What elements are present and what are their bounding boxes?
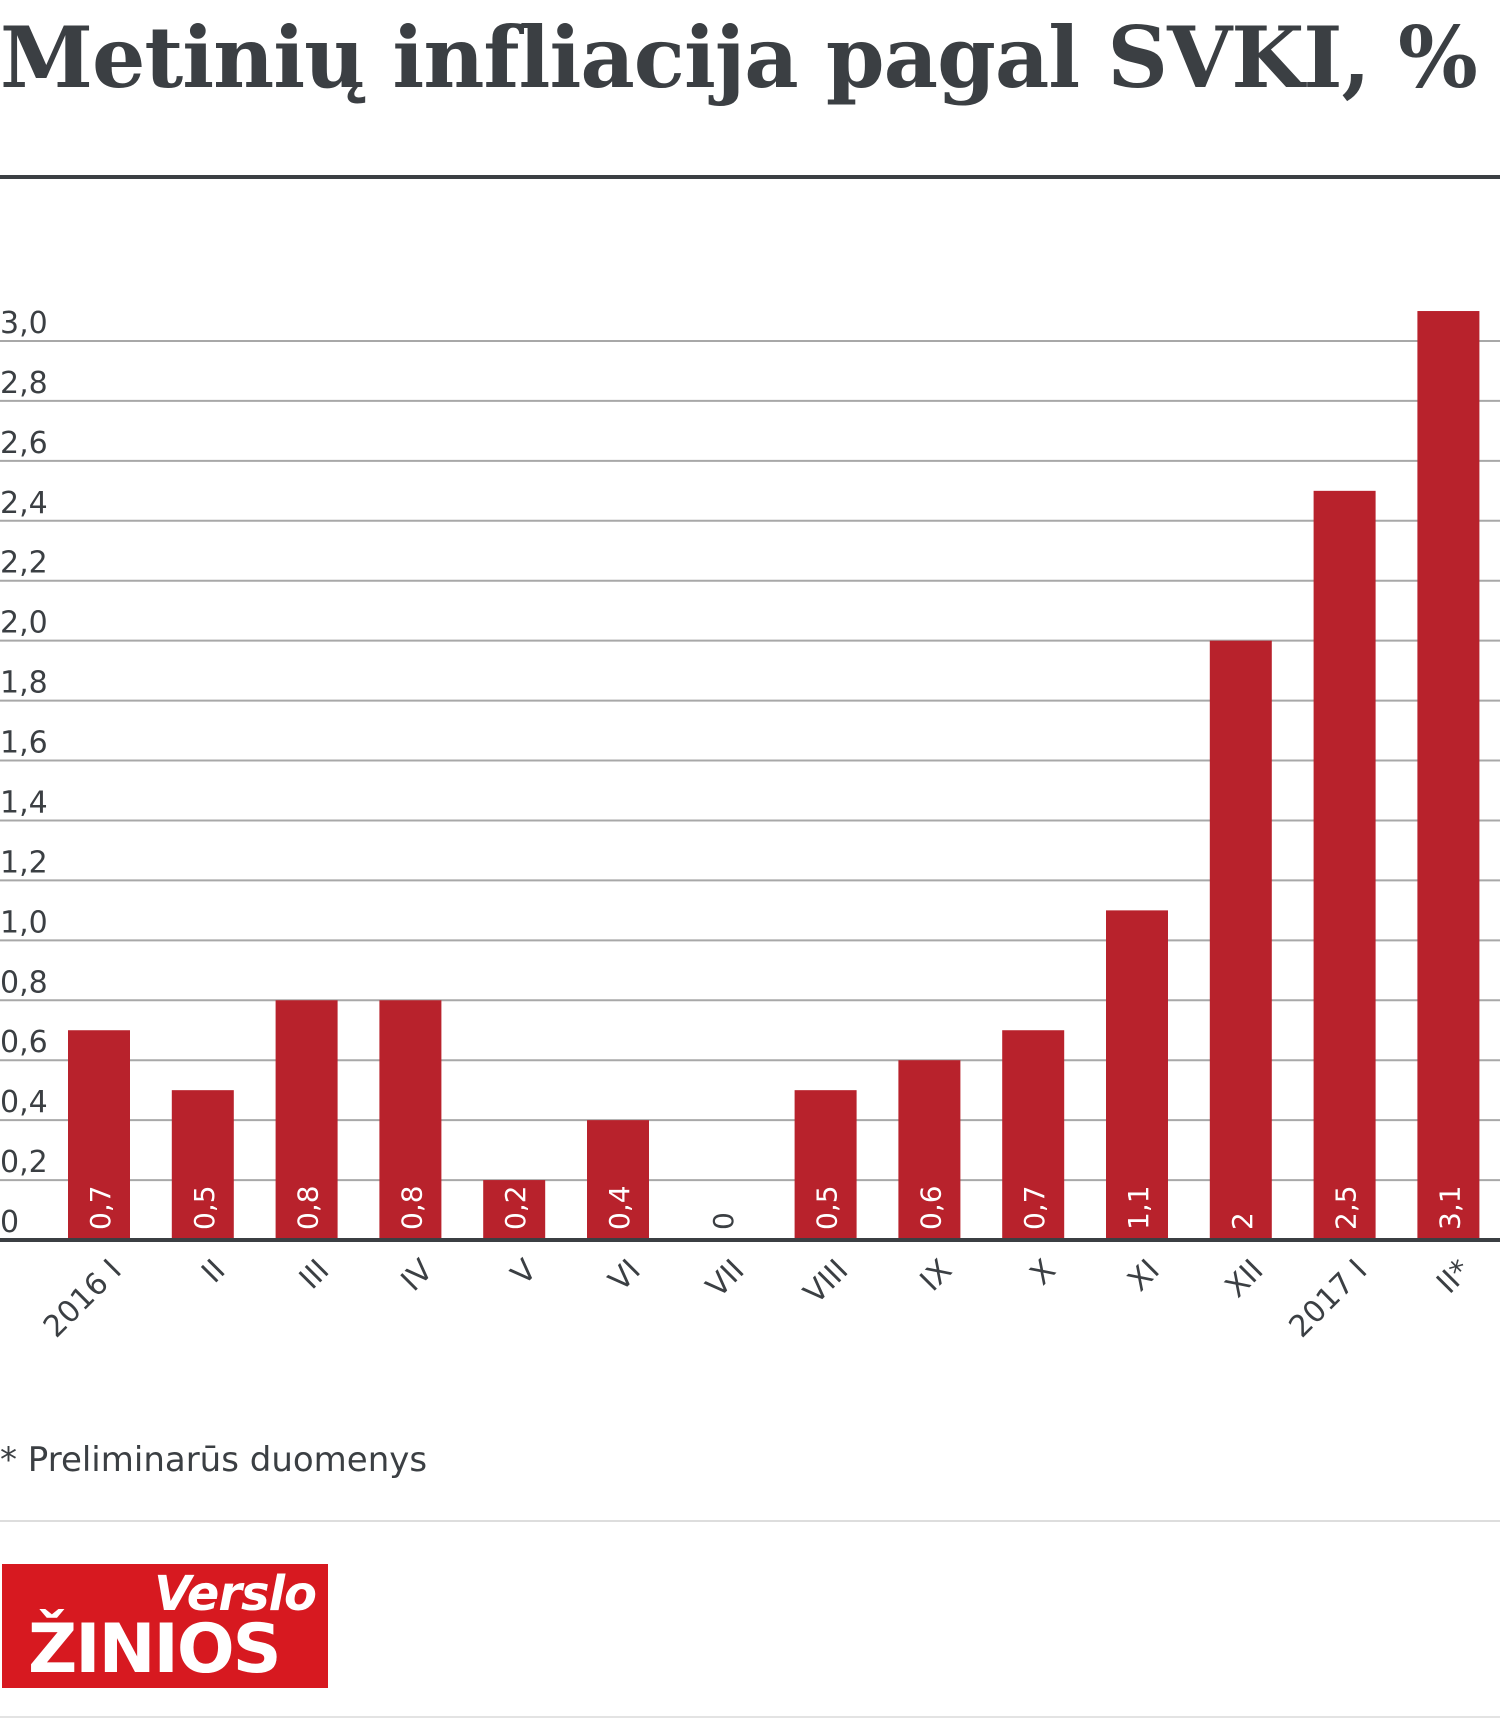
bar [1209, 640, 1272, 1240]
x-tick-label: III [293, 1253, 337, 1297]
bar [483, 1180, 546, 1240]
bar [898, 1060, 961, 1240]
bar-value-label: 0,7 [84, 1185, 117, 1230]
y-tick-label: 3,0 [0, 306, 48, 341]
bar [1106, 910, 1168, 1240]
bar-value-label: 0 [707, 1212, 740, 1230]
y-tick-label: 1,6 [0, 726, 48, 761]
x-tick-label: II* [1430, 1253, 1478, 1301]
title-divider [0, 175, 1500, 179]
x-tick-label: V [505, 1253, 545, 1293]
bar-value-label: 0,5 [188, 1185, 221, 1230]
bar-value-label: 0,2 [499, 1185, 532, 1230]
bar-value-label: 0,8 [395, 1185, 428, 1230]
y-tick-label: 2,2 [0, 546, 48, 581]
x-tick-label: 2016 I [37, 1253, 129, 1345]
x-tick-label: X [1024, 1253, 1063, 1292]
chart-title: Metinių infliacija pagal SVKI, % [0, 8, 1478, 107]
y-tick-label: 2,0 [0, 606, 48, 641]
y-tick-label: 0,8 [0, 965, 48, 1000]
footer-divider [0, 1520, 1500, 1522]
x-tick-label: VI [602, 1253, 648, 1299]
x-tick-label: IX [914, 1253, 960, 1299]
x-tick-label: XII [1219, 1253, 1271, 1305]
logo-text-bottom: ŽINIOS [28, 1610, 282, 1688]
bar-value-label: 3,1 [1433, 1185, 1466, 1230]
bar-value-label: 0,8 [292, 1185, 325, 1230]
y-tick-label: 0,6 [0, 1025, 48, 1060]
footnote: * Preliminarūs duomenys [0, 1440, 428, 1480]
bar [1002, 1030, 1065, 1240]
bar [587, 1120, 649, 1240]
y-tick-label: 0,4 [0, 1085, 48, 1120]
bar [68, 1030, 130, 1240]
bar-chart: 0 0,2 0,4 0,6 0,8 1,0 1,2 1,4 1,6 1,8 2,0 2,2 2,4 2,6… [0, 306, 1500, 1345]
x-tick-label: XI [1121, 1253, 1167, 1299]
y-tick-label: 0 [0, 1205, 19, 1240]
bar-value-label: 0,6 [914, 1185, 947, 1230]
bar-value-label: 0,4 [603, 1185, 636, 1230]
bar-value-label: 1,1 [1122, 1185, 1155, 1230]
logo-text-top: Verslo [154, 1566, 317, 1622]
x-tick-label: VII [700, 1253, 752, 1305]
x-tick-label: II [195, 1253, 232, 1290]
y-tick-label: 1,8 [0, 666, 48, 701]
bar [1313, 490, 1376, 1240]
bar-value-label: 2 [1226, 1212, 1259, 1230]
y-tick-label: 0,2 [0, 1145, 48, 1180]
bottom-divider [0, 1716, 1500, 1718]
x-tick-label: IV [395, 1253, 441, 1299]
verslo-zinios-logo: Verslo ŽINIOS [2, 1564, 328, 1688]
bar [379, 1000, 442, 1240]
bar-value-label: 0,5 [811, 1185, 844, 1230]
bar [171, 1090, 234, 1240]
y-tick-label: 1,2 [0, 845, 48, 880]
y-tick-label: 2,8 [0, 366, 48, 401]
bar [275, 1000, 338, 1240]
bar-value-label: 0,7 [1018, 1185, 1051, 1230]
x-tick-label: VIII [797, 1253, 855, 1311]
y-tick-label: 1,0 [0, 905, 48, 940]
bar [1417, 311, 1480, 1240]
y-tick-label: 2,4 [0, 486, 48, 521]
bar [794, 1090, 857, 1240]
bar-value-label: 2,5 [1330, 1185, 1363, 1230]
x-tick-label: 2017 I [1283, 1253, 1375, 1345]
y-tick-label: 2,6 [0, 426, 48, 461]
y-tick-label: 1,4 [0, 785, 48, 820]
